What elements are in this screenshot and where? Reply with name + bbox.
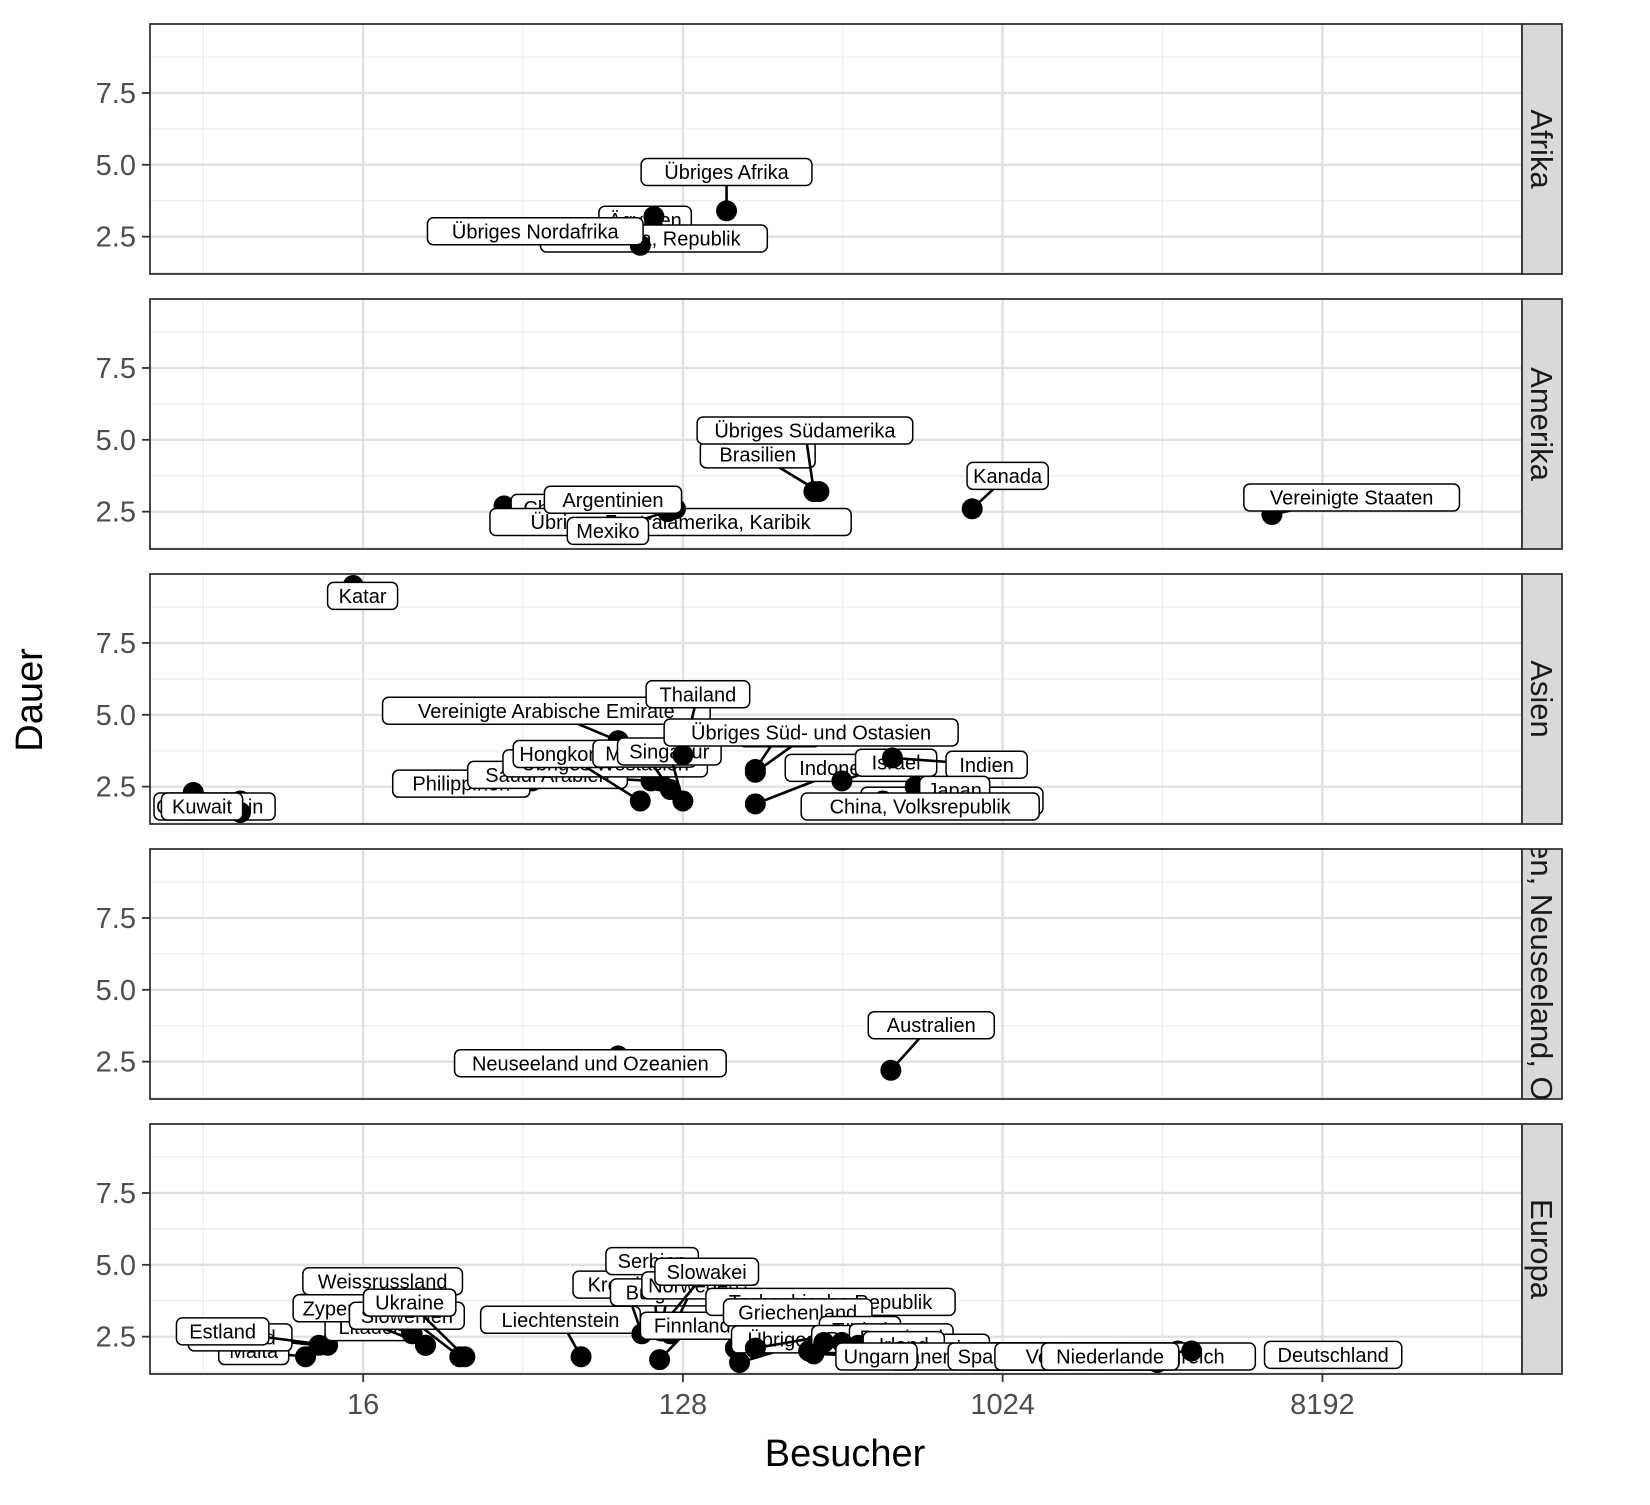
facet-panel: KatarBahrainOmanKuwaitPhilippinenSaudi A… [150,574,1562,824]
data-label: Ungarn [844,1347,910,1369]
facet-strip-label-wrap: Asien [1524,660,1559,738]
data-point [745,762,766,783]
data-point [831,770,852,791]
data-label: Slowakei [667,1262,747,1284]
data-label: Übriges Afrika [664,162,789,184]
data-label: Deutschland [1278,1345,1389,1367]
facet-strip: Afrika [1522,24,1562,274]
x-tick-label: 1024 [970,1389,1035,1421]
data-point [729,1352,750,1373]
y-tick-label: 7.5 [96,78,136,110]
data-label: Übriges Südamerika [714,420,896,442]
data-point [672,791,693,812]
data-point [716,200,737,221]
data-label: Übriges Süd- und Ostasien [691,722,931,744]
facet-strip: Amerika [1522,299,1562,549]
x-tick-label: 128 [659,1389,707,1421]
y-tick-label: 5.0 [96,1250,136,1282]
y-tick-label: 2.5 [96,222,136,254]
x-tick-label: 8192 [1290,1389,1355,1421]
data-point [643,206,664,227]
data-label: Liechtenstein [502,1310,620,1332]
data-label: Brasilien [719,444,796,466]
y-tick-label: 2.5 [96,772,136,804]
data-point [454,1346,475,1367]
y-tick-label: 2.5 [96,497,136,529]
facet-strip-label-wrap: Amerika [1524,367,1559,481]
facet-panel: ChileÜbriges Zentralamerika, KaribikMexi… [150,299,1562,549]
facet-strip-label: Europa [1524,1199,1559,1300]
data-label: China, Volksrepublik [830,797,1012,819]
y-tick-label: 7.5 [96,903,136,935]
data-point [571,1346,592,1367]
data-label: Mexiko [576,521,639,543]
facet-strip-label: Amerika [1524,367,1559,481]
y-tick-label: 2.5 [96,1047,136,1079]
y-tick-label: 7.5 [96,353,136,385]
facet-strip-label-wrap: Afrika [1524,109,1559,189]
data-label: Kuwait [172,797,232,819]
data-point [415,1335,436,1356]
data-label: Kanada [973,466,1043,488]
y-tick-label: 2.5 [96,1322,136,1354]
y-tick-label: 5.0 [96,975,136,1007]
y-axis-title: Dauer [9,648,51,752]
x-tick-label: 16 [347,1389,379,1421]
y-tick-label: 5.0 [96,425,136,457]
facet-strip-label-wrap: Europa [1524,1199,1559,1300]
data-point [880,1060,901,1081]
data-point [630,791,651,812]
data-point [745,793,766,814]
x-axis-title: Besucher [765,1433,926,1475]
y-tick-label: 7.5 [96,1178,136,1210]
data-label: Katar [339,586,387,608]
data-label: Niederlande [1056,1347,1164,1369]
data-point [649,1349,670,1370]
data-point [803,481,824,502]
facet-strip: Asien [1522,574,1562,824]
y-tick-label: 5.0 [96,150,136,182]
data-label: Estland [189,1321,256,1343]
data-label: Übriges Nordafrika [452,221,620,243]
data-point [803,1343,824,1364]
data-label: Finnland [654,1316,731,1338]
data-point [962,498,983,519]
facet-strip-label: Afrika [1524,109,1559,189]
data-label: Australien [887,1015,976,1037]
data-label: Ukraine [375,1293,444,1315]
data-label: Indien [959,755,1014,777]
data-label: Neuseeland und Ozeanien [472,1053,709,1075]
data-point [672,745,693,766]
data-label: Argentinien [562,490,663,512]
facet-panel: MaltaLettlandEstlandLitauenIslandZypernW… [150,1124,1562,1374]
data-label: Vereinigte Arabische Emirate [418,701,675,723]
y-tick-label: 7.5 [96,628,136,660]
data-label: Thailand [660,684,737,706]
facet-strip-label: Asien [1524,660,1559,738]
facet-strip: Europa [1522,1124,1562,1374]
y-tick-label: 5.0 [96,700,136,732]
data-point [1181,1341,1202,1362]
data-label: Vereinigte Staaten [1270,487,1433,509]
data-point [882,747,903,768]
data-point [745,1338,766,1359]
